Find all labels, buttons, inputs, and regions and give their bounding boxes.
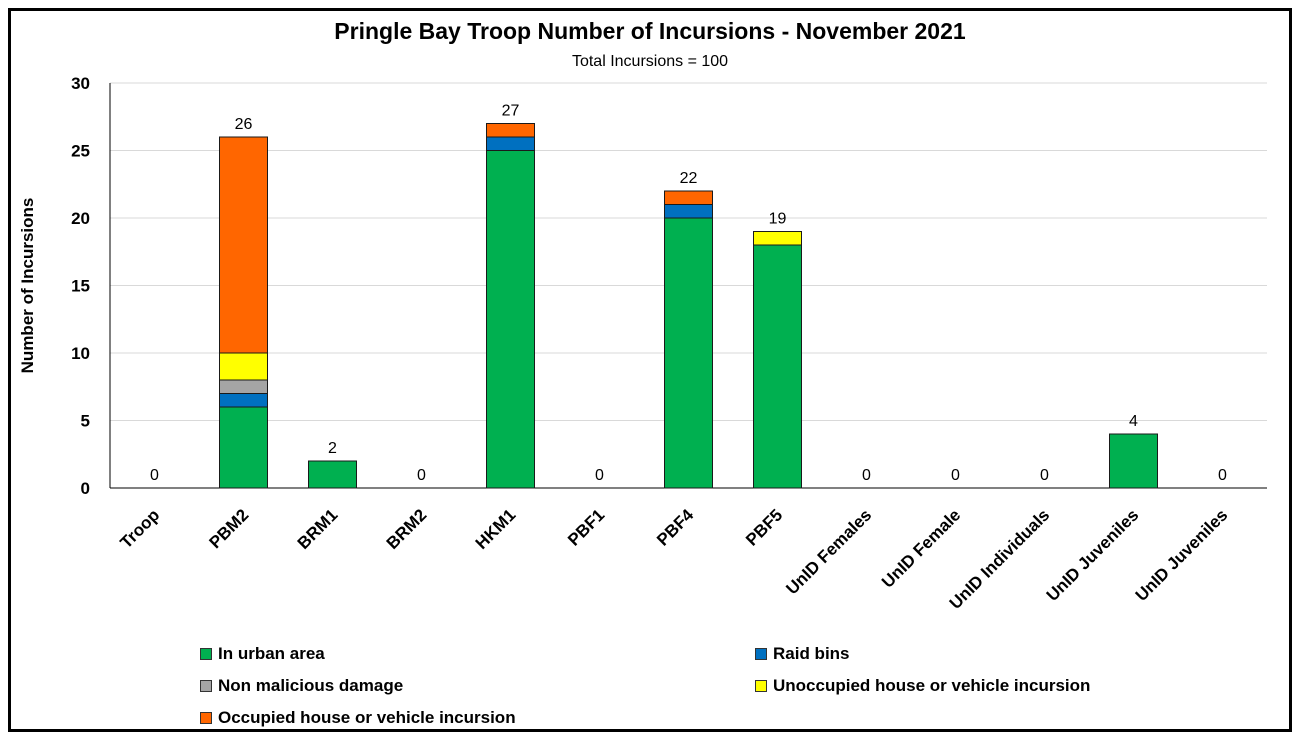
data-label: 0	[951, 467, 960, 484]
x-tick-label: UnID Juveniles	[1043, 505, 1143, 605]
y-tick-label: 15	[71, 277, 90, 296]
data-label: 2	[328, 440, 337, 457]
bar-segment	[664, 190, 713, 205]
data-label: 0	[1218, 467, 1227, 484]
y-tick-label: 25	[71, 142, 90, 161]
x-tick-label: PBF4	[653, 505, 698, 550]
bar-segment	[753, 244, 802, 489]
bar-segment	[219, 136, 268, 354]
y-tick-label: 0	[81, 479, 90, 498]
x-tick-label: UnID Individuals	[946, 505, 1054, 613]
bar-segment	[753, 231, 802, 246]
data-label: 22	[680, 170, 698, 187]
legend-swatch	[200, 680, 212, 692]
chart-subtitle: Total Incursions = 100	[571, 53, 729, 70]
x-tick-label: HKM1	[472, 505, 519, 552]
bar-segment	[486, 123, 535, 138]
data-label: 0	[417, 467, 426, 484]
legend-label: Occupied house or vehicle incursion	[218, 708, 516, 727]
y-axis-title: Number of Incursions	[18, 198, 37, 374]
legend-label: In urban area	[218, 644, 325, 663]
legend-item: Non malicious damage	[200, 676, 403, 696]
y-tick-label: 30	[71, 74, 90, 93]
legend-item: In urban area	[200, 644, 325, 664]
bar-segment	[219, 406, 268, 489]
y-tick-label: 10	[71, 344, 90, 363]
bar-segment	[308, 460, 357, 489]
x-tick-label: PBF1	[564, 505, 608, 549]
bar-segment	[486, 136, 535, 151]
y-tick-label: 5	[81, 412, 90, 431]
x-tick-label: BRM1	[294, 505, 341, 552]
x-tick-label: UnID Females	[782, 505, 875, 598]
data-label: 0	[862, 467, 871, 484]
legend-item: Raid bins	[755, 644, 850, 664]
x-tick-label: BRM2	[383, 505, 430, 552]
x-tick-label: UnID Female	[878, 505, 964, 591]
x-tick-label: Troop	[117, 505, 164, 552]
x-tick-label: PBF5	[742, 505, 786, 549]
legend-item: Occupied house or vehicle incursion	[200, 708, 516, 728]
y-tick-label: 20	[71, 209, 90, 228]
bar-segment	[1109, 433, 1158, 489]
legend-label: Raid bins	[773, 644, 850, 663]
legend-swatch	[755, 680, 767, 692]
data-label: 4	[1129, 413, 1138, 430]
data-label: 27	[502, 103, 520, 120]
data-label: 0	[595, 467, 604, 484]
bar-segment	[664, 204, 713, 219]
legend-item: Unoccupied house or vehicle incursion	[755, 676, 1090, 696]
bar-segment	[219, 379, 268, 394]
x-tick-label: UnID Juveniles	[1132, 505, 1232, 605]
legend-label: Non malicious damage	[218, 676, 404, 695]
legend-swatch	[200, 712, 212, 724]
legend-swatch	[200, 648, 212, 660]
bar-segment	[664, 217, 713, 489]
chart-title: Pringle Bay Troop Number of Incursions -…	[334, 18, 966, 44]
data-label: 19	[769, 211, 787, 228]
x-tick-label: PBM2	[205, 505, 252, 552]
data-label: 0	[150, 467, 159, 484]
bar-segment	[219, 393, 268, 408]
bar-segment	[486, 150, 535, 489]
legend-swatch	[755, 648, 767, 660]
data-label: 0	[1040, 467, 1049, 484]
bar-segment	[219, 352, 268, 381]
legend-label: Unoccupied house or vehicle incursion	[773, 676, 1091, 695]
data-label: 26	[235, 116, 253, 133]
